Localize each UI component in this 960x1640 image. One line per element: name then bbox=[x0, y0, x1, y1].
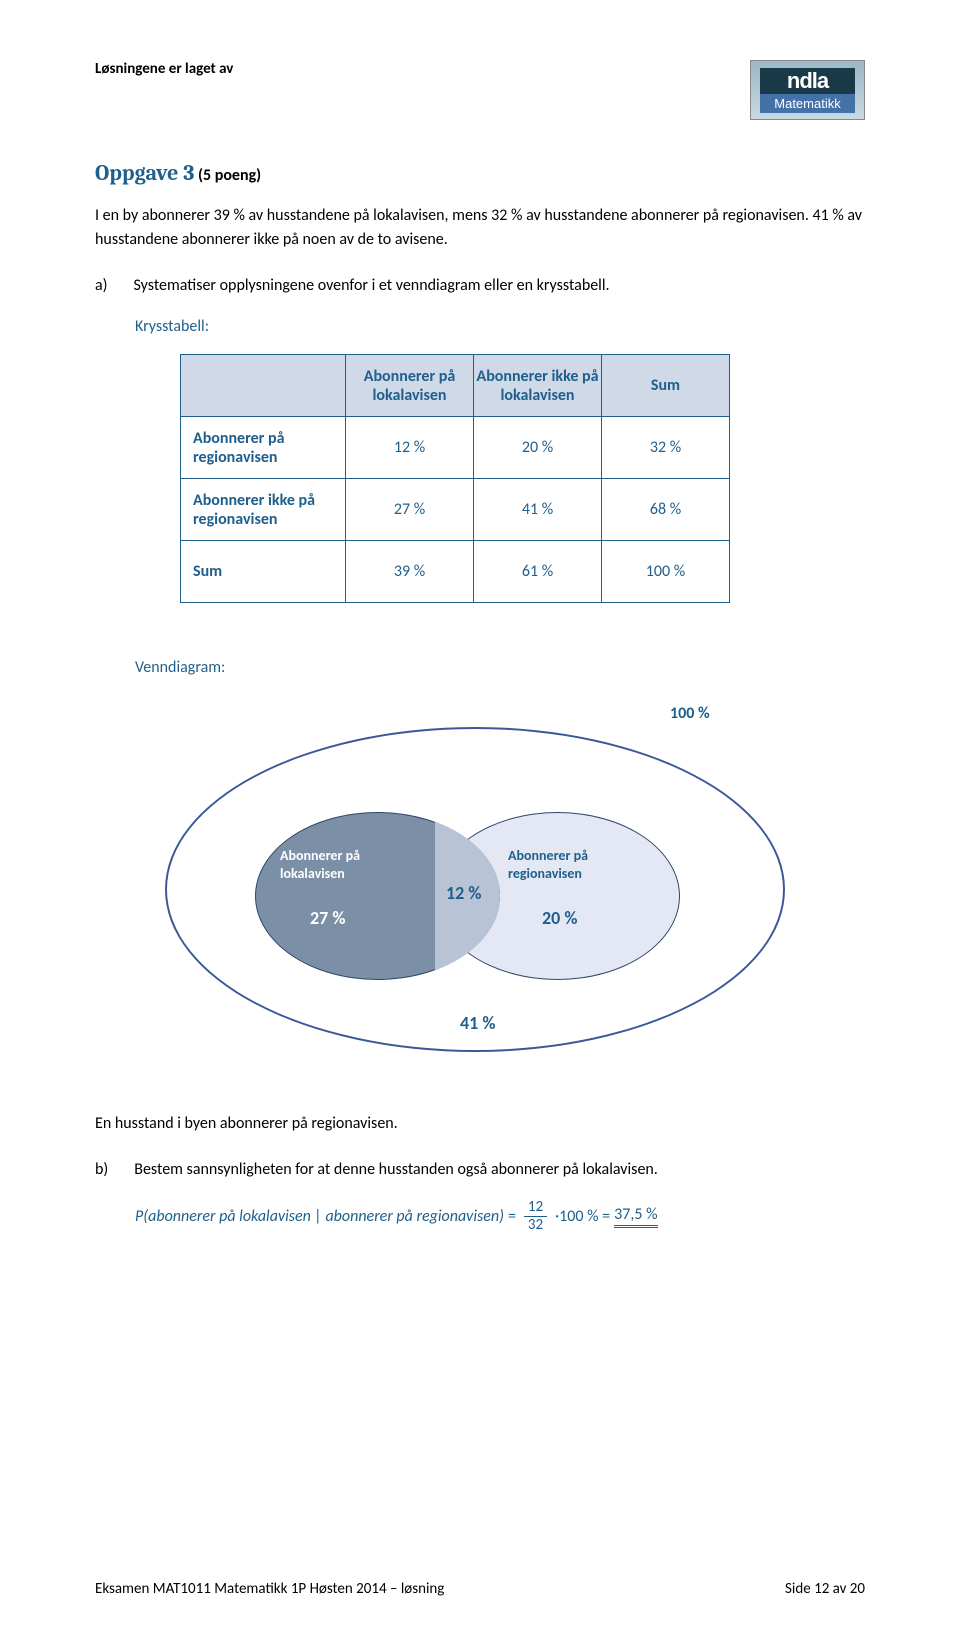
formula-result: 37,5 % bbox=[614, 1205, 657, 1228]
col-head-2: Abonnerer ikke på lokalavisen bbox=[474, 355, 602, 417]
venn-universe-pct: 100 % bbox=[670, 704, 710, 723]
logo-top-text: ndla bbox=[760, 68, 855, 94]
cell-r3c3: 100 % bbox=[602, 541, 730, 603]
cell-r1c1: 12 % bbox=[346, 417, 474, 479]
table-corner bbox=[181, 355, 346, 417]
formula-denominator: 32 bbox=[524, 1217, 547, 1234]
header-credit-text: Løsningene er laget av bbox=[95, 60, 233, 78]
venn-left-title: Abonnerer på lokalavisen bbox=[280, 847, 400, 883]
col-head-1: Abonnerer på lokalavisen bbox=[346, 355, 474, 417]
task-points: (5 poeng) bbox=[198, 166, 261, 185]
table-row: Abonnerer ikke på regionavisen 27 % 41 %… bbox=[181, 479, 730, 541]
footer-right: Side 12 av 20 bbox=[785, 1580, 865, 1598]
part-a-marker: a) bbox=[95, 276, 108, 295]
task-title: Oppgave 3 bbox=[95, 160, 194, 186]
part-b-marker: b) bbox=[95, 1160, 108, 1179]
table-row: Abonnerer på lokalavisen Abonnerer ikke … bbox=[181, 355, 730, 417]
cell-r1c2: 20 % bbox=[474, 417, 602, 479]
footer-left: Eksamen MAT1011 Matematikk 1P Høsten 201… bbox=[95, 1580, 444, 1598]
part-a: a) Systematiser opplysningene ovenfor i … bbox=[95, 276, 865, 295]
part-b: b) Bestem sannsynligheten for at denne h… bbox=[95, 1160, 865, 1179]
cell-r2c3: 68 % bbox=[602, 479, 730, 541]
venn-overlap-pct: 12 % bbox=[446, 882, 481, 905]
intro-paragraph: I en by abonnerer 39 % av husstandene på… bbox=[95, 204, 865, 252]
venn-left-pct: 27 % bbox=[310, 907, 345, 930]
ndla-logo: ndla Matematikk bbox=[750, 60, 865, 120]
venn-right-title: Abonnerer på regionavisen bbox=[508, 847, 628, 883]
cross-table: Abonnerer på lokalavisen Abonnerer ikke … bbox=[180, 354, 730, 603]
formula-fraction: 12 32 bbox=[524, 1199, 547, 1233]
page: Løsningene er laget av ndla Matematikk O… bbox=[0, 0, 960, 1640]
cell-r3c1: 39 % bbox=[346, 541, 474, 603]
formula-lhs: P(abonnerer på lokalavisen | abonnerer p… bbox=[135, 1207, 504, 1226]
probability-formula: P(abonnerer på lokalavisen | abonnerer p… bbox=[135, 1199, 865, 1233]
table-row: Abonnerer på regionavisen 12 % 20 % 32 % bbox=[181, 417, 730, 479]
part-b-text: Bestem sannsynligheten for at denne huss… bbox=[134, 1160, 658, 1179]
formula-numerator: 12 bbox=[524, 1199, 547, 1217]
formula-mid: ·100 % = bbox=[555, 1207, 610, 1226]
conditional-text: En husstand i byen abonnerer på regionav… bbox=[95, 1112, 865, 1136]
logo-bottom-text: Matematikk bbox=[760, 94, 855, 113]
part-a-text: Systematiser opplysningene ovenfor i et … bbox=[134, 276, 610, 295]
task-heading: Oppgave 3 (5 poeng) bbox=[95, 160, 865, 186]
row-head-1: Abonnerer på regionavisen bbox=[181, 417, 346, 479]
venn-label: Venndiagram: bbox=[135, 658, 865, 677]
cell-r2c2: 41 % bbox=[474, 479, 602, 541]
row-head-2: Abonnerer ikke på regionavisen bbox=[181, 479, 346, 541]
krysstabell-label: Krysstabell: bbox=[135, 317, 865, 336]
col-head-3: Sum bbox=[602, 355, 730, 417]
venn-right-pct: 20 % bbox=[542, 907, 577, 930]
page-header: Løsningene er laget av ndla Matematikk bbox=[95, 60, 865, 120]
row-head-3: Sum bbox=[181, 541, 346, 603]
formula-eq: = bbox=[508, 1207, 516, 1226]
table-row: Sum 39 % 61 % 100 % bbox=[181, 541, 730, 603]
cell-r2c1: 27 % bbox=[346, 479, 474, 541]
venn-outside-pct: 41 % bbox=[460, 1012, 495, 1035]
cell-r3c2: 61 % bbox=[474, 541, 602, 603]
cell-r1c3: 32 % bbox=[602, 417, 730, 479]
venn-diagram: 100 % Abonnerer på lokalavisen 27 % 12 %… bbox=[150, 692, 830, 1072]
page-footer: Eksamen MAT1011 Matematikk 1P Høsten 201… bbox=[95, 1580, 865, 1598]
